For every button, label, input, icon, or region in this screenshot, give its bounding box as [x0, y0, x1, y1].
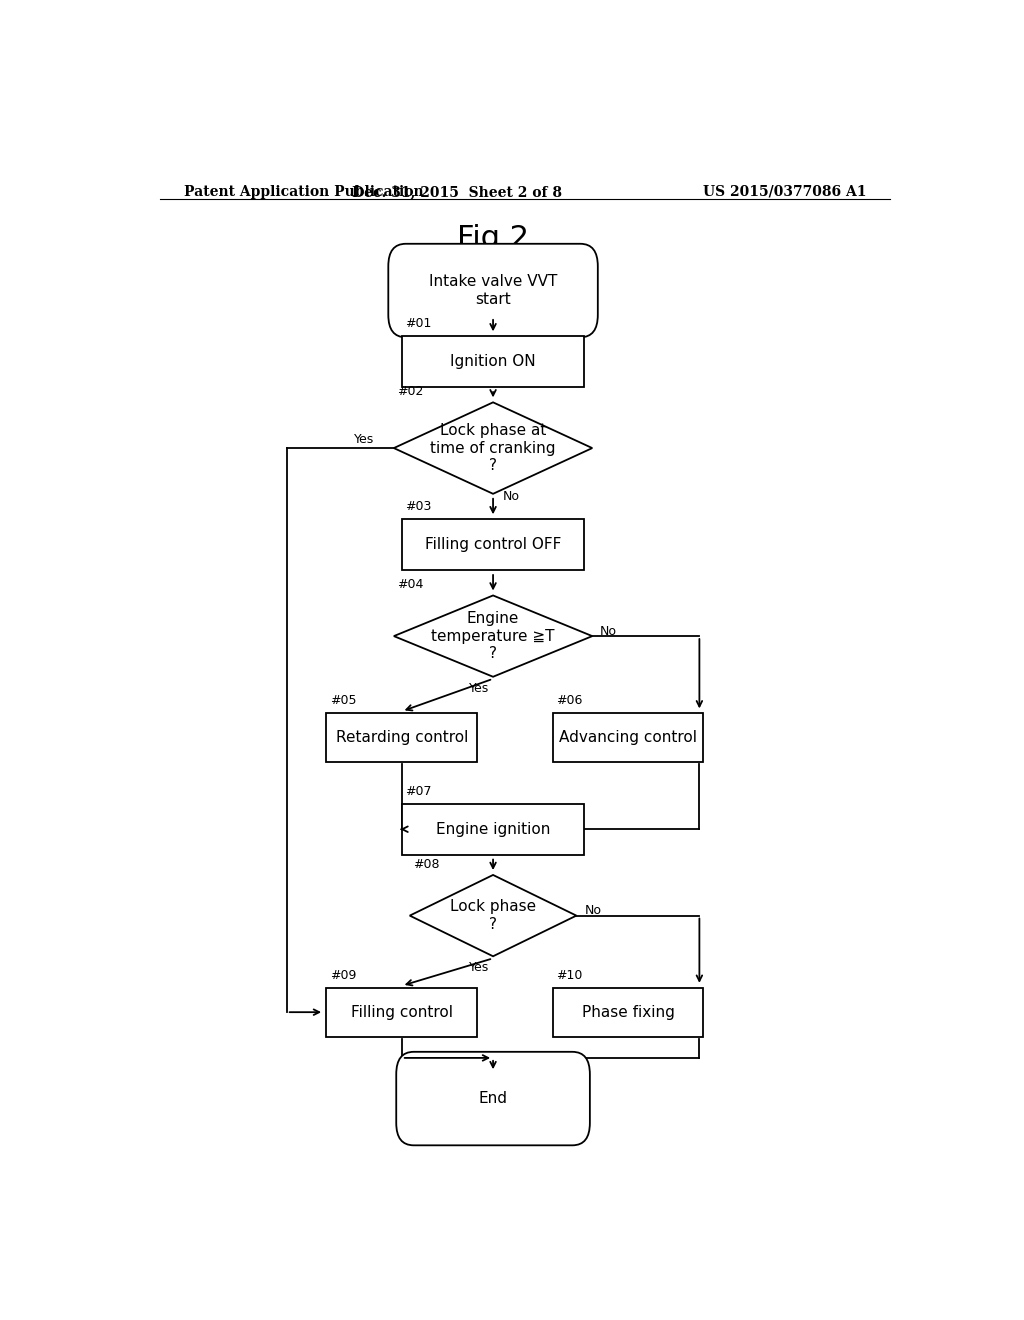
- Text: US 2015/0377086 A1: US 2015/0377086 A1: [702, 185, 866, 199]
- Polygon shape: [394, 595, 592, 677]
- Text: No: No: [600, 624, 617, 638]
- Polygon shape: [410, 875, 577, 956]
- Text: #04: #04: [397, 578, 423, 591]
- Text: #02: #02: [397, 385, 423, 399]
- Text: Intake valve VVT
start: Intake valve VVT start: [429, 275, 557, 306]
- Text: Yes: Yes: [469, 682, 489, 694]
- Bar: [553, 987, 703, 1036]
- Bar: [327, 713, 477, 762]
- Text: Advancing control: Advancing control: [559, 730, 697, 746]
- Text: #03: #03: [404, 500, 431, 513]
- FancyBboxPatch shape: [388, 244, 598, 338]
- Text: Lock phase at
time of cranking
?: Lock phase at time of cranking ?: [430, 424, 556, 473]
- Text: #01: #01: [404, 317, 431, 330]
- Text: Yes: Yes: [353, 433, 374, 446]
- Bar: [327, 987, 477, 1036]
- Text: End: End: [478, 1092, 508, 1106]
- Text: No: No: [585, 904, 601, 917]
- Bar: [553, 713, 703, 762]
- Text: #08: #08: [413, 858, 439, 871]
- Polygon shape: [394, 403, 592, 494]
- Text: #09: #09: [330, 969, 356, 982]
- Bar: [401, 804, 585, 854]
- Text: Engine
temperature ≧T
?: Engine temperature ≧T ?: [431, 611, 555, 661]
- Text: #06: #06: [556, 694, 582, 708]
- Text: Filling control: Filling control: [351, 1005, 453, 1019]
- Text: Retarding control: Retarding control: [336, 730, 468, 746]
- Text: #05: #05: [330, 694, 356, 708]
- Bar: [401, 519, 585, 570]
- Text: Patent Application Publication: Patent Application Publication: [183, 185, 423, 199]
- Text: No: No: [503, 490, 519, 503]
- Text: Phase fixing: Phase fixing: [582, 1005, 675, 1019]
- Text: Filling control OFF: Filling control OFF: [425, 537, 561, 552]
- Bar: [401, 337, 585, 387]
- Text: #10: #10: [556, 969, 582, 982]
- Text: Ignition ON: Ignition ON: [451, 354, 536, 370]
- Text: Engine ignition: Engine ignition: [436, 822, 550, 837]
- Text: Lock phase
?: Lock phase ?: [450, 899, 537, 932]
- Text: #07: #07: [404, 784, 431, 797]
- Text: Yes: Yes: [469, 961, 489, 974]
- Text: Fig.2: Fig.2: [457, 224, 529, 253]
- Text: Dec. 31, 2015  Sheet 2 of 8: Dec. 31, 2015 Sheet 2 of 8: [352, 185, 562, 199]
- FancyBboxPatch shape: [396, 1052, 590, 1146]
